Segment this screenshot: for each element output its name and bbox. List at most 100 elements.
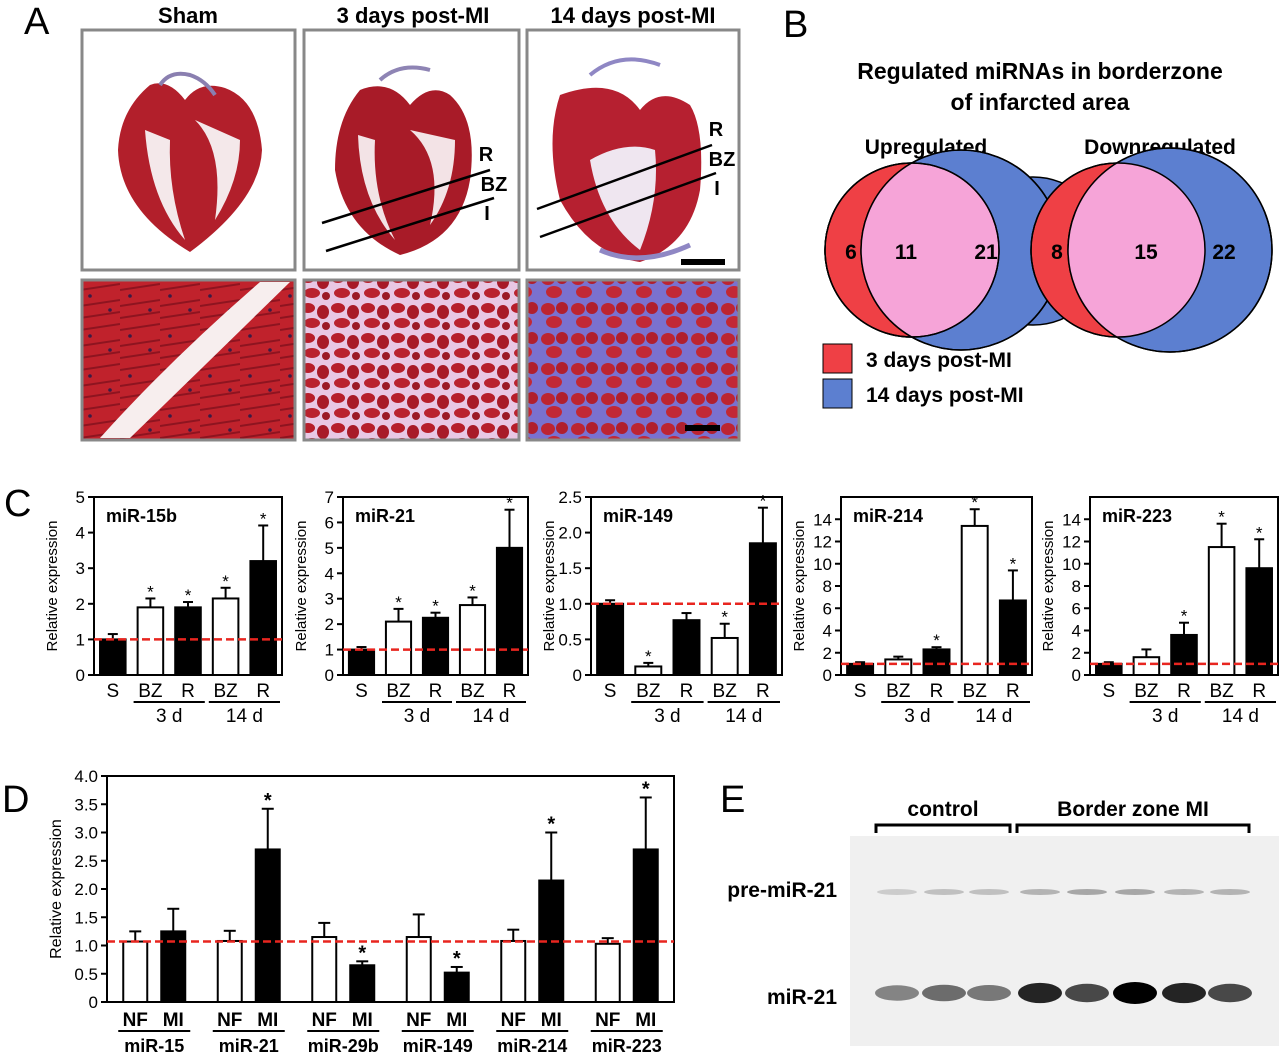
x-tick-label: MI xyxy=(635,1010,656,1031)
y-tick-label: 8 xyxy=(1072,577,1081,596)
bar xyxy=(710,636,739,677)
significance-star: * xyxy=(453,948,461,970)
chart-mir-223: 0 2 4 6 8 10 12 14 Relative expression miR-223 S BZ… xyxy=(1040,496,1279,727)
bar xyxy=(458,604,487,676)
band-mir-21 xyxy=(875,985,919,1001)
x-tick-label: R xyxy=(1006,681,1020,702)
group-label: miR-214 xyxy=(497,1036,567,1056)
y-tick-label: 3 xyxy=(76,559,85,578)
bar xyxy=(596,602,625,676)
zone-label-bz-14d: BZ xyxy=(709,149,736,171)
group-label: 14 d xyxy=(1222,706,1259,727)
bar xyxy=(634,665,663,676)
y-tick-label: 2 xyxy=(1072,644,1081,663)
chart-title: miR-223 xyxy=(1102,506,1172,526)
group-label: 14 d xyxy=(226,706,263,727)
significance-star: * xyxy=(933,631,940,650)
bar xyxy=(349,964,376,1004)
bar xyxy=(311,936,338,1004)
x-tick-label: BZ xyxy=(1134,681,1159,702)
group-label: 3 d xyxy=(1152,706,1178,727)
significance-star: * xyxy=(222,572,229,591)
y-axis-label: Relative expression xyxy=(791,521,808,652)
group-label: 14 d xyxy=(975,706,1012,727)
significance-star: * xyxy=(432,597,439,616)
bar xyxy=(421,616,450,676)
bar xyxy=(99,638,127,677)
band-mir-21 xyxy=(1208,983,1252,1003)
bar xyxy=(500,939,527,1003)
y-tick-label: 1 xyxy=(325,641,334,660)
group-label: 3 d xyxy=(156,706,182,727)
y-tick-label: 6 xyxy=(1072,599,1081,618)
x-tick-label: BZ xyxy=(886,681,911,702)
y-tick-label: 3.0 xyxy=(74,824,98,843)
y-tick-label: 0 xyxy=(325,666,334,685)
group-label: miR-21 xyxy=(219,1036,279,1056)
x-tick-label: MI xyxy=(257,1010,278,1031)
legend-swatch-14d xyxy=(822,378,853,409)
significance-star: * xyxy=(645,647,652,666)
y-tick-label: 14 xyxy=(813,510,832,529)
bracket-control xyxy=(874,823,1012,833)
group-label-control: control xyxy=(907,798,978,821)
significance-star: * xyxy=(395,593,402,612)
chart-mir-214: 0 2 4 6 8 10 12 14 Relative expression miR-214 S BZ… xyxy=(791,493,1033,727)
significance-star: * xyxy=(1218,508,1225,527)
x-tick-label: BZ xyxy=(636,681,661,702)
y-tick-label: 2.5 xyxy=(558,488,582,507)
y-tick-label: 0 xyxy=(89,993,98,1012)
zone-label-i: I xyxy=(484,203,490,225)
x-tick-label: S xyxy=(355,681,368,702)
histology-sham xyxy=(80,278,297,442)
x-tick-label: R xyxy=(1177,681,1191,702)
y-tick-label: 2 xyxy=(325,615,334,634)
y-tick-label: 2 xyxy=(823,644,832,663)
venn-downregulated: Downregulated 8 15 22 xyxy=(1030,136,1273,353)
band-pre-mir-21 xyxy=(969,889,1009,895)
bar xyxy=(922,648,951,676)
y-tick-label: 4.0 xyxy=(74,767,98,786)
x-tick-label: S xyxy=(106,681,119,702)
significance-star: * xyxy=(264,790,272,812)
bar xyxy=(347,648,376,676)
bar xyxy=(594,942,621,1003)
group-label: 3 d xyxy=(904,706,930,727)
bar xyxy=(211,597,240,677)
bar xyxy=(249,560,277,677)
band-mir-21 xyxy=(967,985,1011,1001)
venn-down-both: 15 xyxy=(1134,241,1158,264)
y-tick-label: 10 xyxy=(813,555,832,574)
x-tick-label: MI xyxy=(163,1010,184,1031)
chart-title: miR-15b xyxy=(106,506,177,526)
band-mir-21 xyxy=(1113,982,1157,1004)
group-label: miR-149 xyxy=(403,1036,473,1056)
group-label: miR-29b xyxy=(308,1036,379,1056)
band-pre-mir-21 xyxy=(1164,889,1204,895)
zone-label-r-14d: R xyxy=(709,119,724,141)
y-tick-label: 2.0 xyxy=(558,524,582,543)
legend-label-3d: 3 days post-MI xyxy=(866,349,1012,372)
y-axis-label: Relative expression xyxy=(1040,521,1057,652)
heart-section-14-days: R BZ I xyxy=(525,28,741,272)
group-label: 14 d xyxy=(473,706,510,727)
x-tick-label: NF xyxy=(595,1010,620,1031)
x-tick-label: BZ xyxy=(963,681,988,702)
significance-star: * xyxy=(506,494,513,513)
bar xyxy=(960,524,989,676)
band-pre-mir-21 xyxy=(1020,889,1060,895)
y-tick-label: 4 xyxy=(1072,622,1081,641)
bar xyxy=(122,940,149,1003)
y-tick-label: 1 xyxy=(76,630,85,649)
x-tick-label: R xyxy=(1252,681,1266,702)
bar xyxy=(672,619,701,677)
header-14-days: 14 days post-MI xyxy=(550,3,715,28)
bar xyxy=(174,606,202,676)
x-tick-label: S xyxy=(604,681,617,702)
y-tick-label: 1.0 xyxy=(74,937,98,956)
significance-star: * xyxy=(547,814,555,836)
y-tick-label: 0 xyxy=(1072,666,1081,685)
significance-star: * xyxy=(1181,607,1188,626)
x-tick-label: R xyxy=(181,681,195,702)
